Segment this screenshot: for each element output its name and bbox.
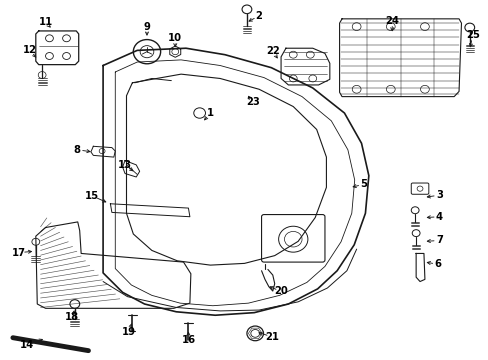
Text: 22: 22 bbox=[265, 46, 279, 56]
Text: 21: 21 bbox=[265, 332, 279, 342]
Text: 12: 12 bbox=[23, 45, 37, 55]
Text: 15: 15 bbox=[85, 191, 99, 201]
Text: 1: 1 bbox=[206, 108, 213, 118]
Text: 7: 7 bbox=[435, 235, 442, 246]
Text: 13: 13 bbox=[118, 160, 132, 170]
Text: 2: 2 bbox=[255, 11, 262, 21]
Text: 11: 11 bbox=[39, 17, 53, 27]
Text: 17: 17 bbox=[12, 248, 26, 258]
Text: 20: 20 bbox=[274, 287, 287, 297]
FancyBboxPatch shape bbox=[261, 215, 325, 262]
Text: 19: 19 bbox=[122, 327, 136, 337]
Text: 16: 16 bbox=[181, 335, 195, 345]
Text: 14: 14 bbox=[20, 341, 34, 351]
FancyBboxPatch shape bbox=[410, 183, 428, 194]
Text: 24: 24 bbox=[385, 16, 398, 26]
Text: 10: 10 bbox=[168, 33, 182, 43]
Text: 6: 6 bbox=[434, 259, 441, 269]
Text: 9: 9 bbox=[143, 22, 150, 32]
Text: 3: 3 bbox=[435, 190, 442, 200]
Text: 23: 23 bbox=[246, 97, 260, 107]
Text: 25: 25 bbox=[465, 30, 479, 40]
Text: 18: 18 bbox=[65, 312, 79, 323]
Text: 5: 5 bbox=[360, 179, 366, 189]
Text: 8: 8 bbox=[74, 145, 81, 155]
Text: 4: 4 bbox=[435, 212, 442, 222]
